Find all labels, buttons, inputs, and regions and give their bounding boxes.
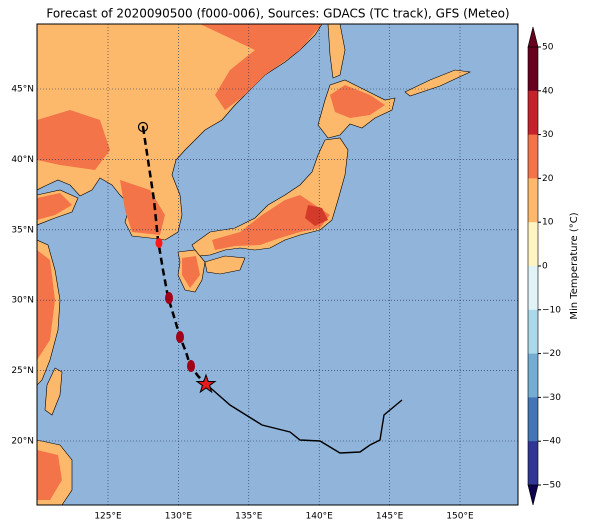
past-track — [205, 383, 403, 454]
grid: 45°N 40°N 35°N 30°N 25°N 20°N 125°E 130°E 135°E 1… — [11, 24, 518, 522]
warm-zone — [37, 24, 322, 235]
lat-label: 45°N — [11, 85, 34, 95]
colorbar-arrow — [527, 26, 539, 48]
colorbar-band — [528, 222, 538, 267]
colorbar: 50 40 30 20 10 0 −10 −20 −30 −40 −50 — [527, 26, 561, 506]
colorbar-tick-label: −40 — [542, 437, 561, 447]
start-marker — [141, 125, 145, 129]
lon-label: 145°E — [376, 512, 404, 522]
taiwan — [44, 367, 63, 416]
map-title: Forecast of 2020090500 (f000-006), Sourc… — [46, 7, 509, 21]
lon-label: 150°E — [446, 512, 474, 522]
colorbar-band — [528, 353, 538, 398]
colorbar-band — [528, 47, 538, 92]
colorbar-tick-label: 40 — [542, 86, 554, 96]
colorbar-band — [528, 134, 538, 179]
current-position — [195, 373, 217, 394]
colorbar-tick-label: −30 — [542, 393, 561, 403]
storm-marker — [176, 331, 184, 343]
colorbar-tick-label: −50 — [542, 481, 561, 491]
colorbar-tick-label: 30 — [542, 130, 554, 140]
warm-zone — [37, 250, 55, 360]
colorbar-tick-label: 10 — [542, 218, 554, 228]
kuril — [404, 69, 472, 97]
lon-label: 140°E — [306, 512, 334, 522]
warm-zone — [305, 205, 328, 226]
lat-label: 40°N — [11, 155, 34, 165]
lat-label: 30°N — [11, 296, 34, 306]
colorbar-band — [528, 266, 538, 311]
colorbar-tick-label: 0 — [542, 262, 548, 272]
map-frame — [36, 23, 519, 506]
colorbar-tick-label: 50 — [542, 43, 554, 53]
lon-label: 135°E — [235, 512, 263, 522]
storm-marker — [187, 360, 195, 372]
colorbar-band — [528, 441, 538, 486]
warm-zone — [182, 256, 200, 288]
lat-label: 35°N — [11, 225, 34, 235]
warm-zone — [37, 193, 72, 220]
colorbar-band — [528, 397, 538, 442]
lon-label: 130°E — [165, 512, 193, 522]
lat-label: 20°N — [11, 437, 34, 447]
storm-marker — [155, 238, 163, 248]
start-marker — [137, 121, 149, 133]
colorbar-arrow — [527, 484, 539, 506]
colorbar-tick-label: −20 — [542, 349, 561, 359]
storm-marker — [165, 292, 173, 304]
map — [37, 24, 518, 505]
warm-zone — [212, 195, 330, 250]
colorbar-band — [528, 309, 538, 355]
colorbar-tick-label: −10 — [542, 305, 561, 315]
warm-zone — [330, 85, 385, 118]
shikoku — [204, 255, 246, 275]
colorbar-tick-label: 20 — [542, 174, 554, 184]
lon-label: 125°E — [94, 512, 122, 522]
colorbar-band — [528, 90, 538, 136]
lat-label: 25°N — [11, 366, 34, 376]
colorbar-label: Min Temperature (°C) — [569, 212, 580, 319]
colorbar-band — [528, 178, 538, 223]
sakhalin — [327, 24, 346, 79]
warm-zone — [37, 450, 62, 500]
